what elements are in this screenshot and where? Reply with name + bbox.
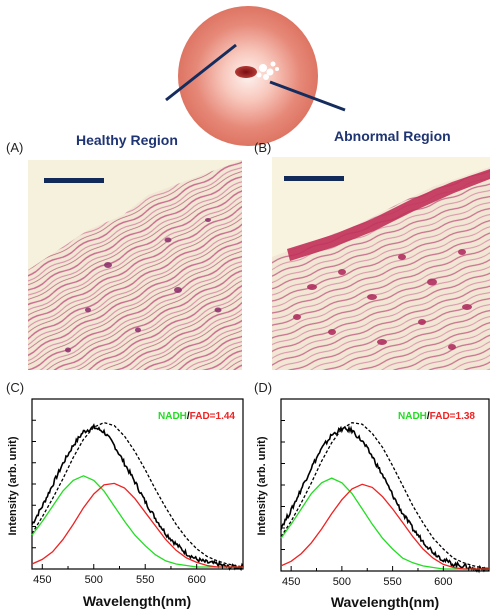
chart-c-curves: [31, 421, 244, 572]
chart-d-xtick-label: 550: [383, 576, 401, 588]
chart-d-nadh-component-line: [280, 477, 489, 570]
healthy-tissue-micrograph: [28, 160, 242, 370]
chart-d-ratio-nadh: NADH: [398, 411, 427, 422]
chart-c-xtick-label: 500: [85, 574, 103, 586]
chart-c-nadh-component-line: [31, 475, 243, 568]
chart-c-xtick-label: 450: [33, 574, 51, 586]
chart-c-ratio-fad: FAD: [190, 411, 210, 422]
abnormal-tissue-micrograph: [272, 157, 490, 370]
healthy-pointer-line: [165, 43, 237, 102]
spectrum-chart-d: 450 500 550 600 Wavelength(nm) Intensity (a…: [256, 398, 490, 610]
chart-d-measured-spectrum-line: [280, 425, 490, 574]
chart-d-xtick-label: 600: [434, 576, 452, 588]
chart-c-xlabel: Wavelength(nm): [83, 593, 191, 609]
os-lesion: [235, 66, 257, 78]
chart-c-ratio: NADH/FAD=1.44: [158, 411, 235, 422]
panel-d-letter: (D): [254, 380, 273, 395]
chart-d-ratio-fad: FAD: [430, 411, 450, 422]
chart-c-xtick-label: 550: [136, 574, 154, 586]
chart-d-ticks: 450 500 550 600: [281, 420, 470, 588]
chart-d-ratio-sep: /: [427, 411, 430, 422]
chart-c-ratio-value: =1.44: [210, 411, 236, 422]
chart-d-xlabel: Wavelength(nm): [331, 594, 439, 610]
panel-b-letter: (B): [254, 140, 272, 155]
abnormal-white-patch: [256, 61, 279, 80]
chart-c-fit-spectrum-line: [31, 421, 244, 568]
chart-d-frame: [280, 398, 490, 572]
chart-d-xtick-label: 500: [333, 576, 351, 588]
spectrum-chart-c: 450 500 550 600 Wavelength(nm) Intensity (a…: [7, 398, 244, 609]
chart-c-xtick-label: 600: [188, 574, 206, 586]
chart-d-curves: [280, 422, 490, 574]
chart-c-ylabel: Intensity (arb. unit): [7, 436, 19, 535]
chart-c-ratio-nadh: NADH: [158, 411, 187, 422]
chart-d-ylabel: Intensity (arb. unit): [256, 436, 268, 535]
panel-c-letter: (C): [6, 380, 25, 395]
chart-d-ratio: NADH/FAD=1.38: [398, 411, 475, 422]
healthy-region-title: Healthy Region: [76, 132, 178, 148]
scale-bar-b: [284, 176, 344, 181]
chart-d-ratio-value: =1.38: [450, 411, 476, 422]
chart-d-fit-spectrum-line: [280, 422, 490, 570]
chart-c-ticks: 450 500 550 600: [32, 419, 223, 586]
scale-bar-a: [44, 178, 104, 183]
abnormal-region-title: Abnormal Region: [334, 128, 451, 144]
panel-a-letter: (A): [6, 140, 24, 155]
cervix-illustration: [165, 6, 346, 146]
chart-c-fad-component-line: [31, 482, 243, 568]
chart-d-xtick-label: 450: [282, 576, 300, 588]
chart-d-fad-component-line: [280, 483, 489, 570]
chart-c-ratio-sep: /: [187, 411, 190, 422]
chart-c-measured-spectrum-line: [31, 423, 244, 572]
abnormal-pointer-line: [269, 80, 346, 112]
